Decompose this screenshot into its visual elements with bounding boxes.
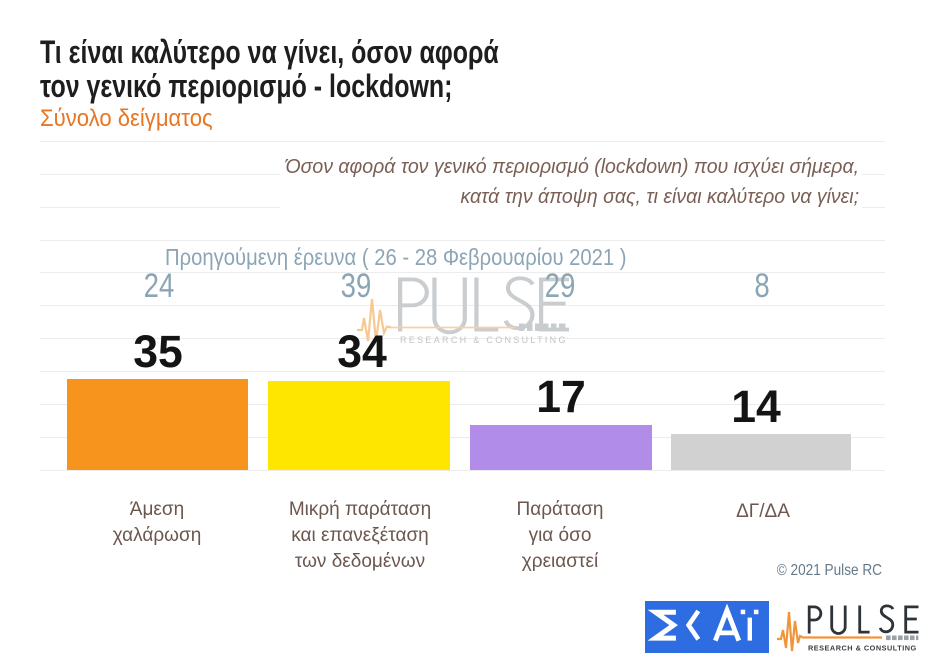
svg-text:RESEARCH & CONSULTING: RESEARCH & CONSULTING [808,644,918,653]
svg-text:RESEARCH & CONSULTING: RESEARCH & CONSULTING [400,335,568,345]
